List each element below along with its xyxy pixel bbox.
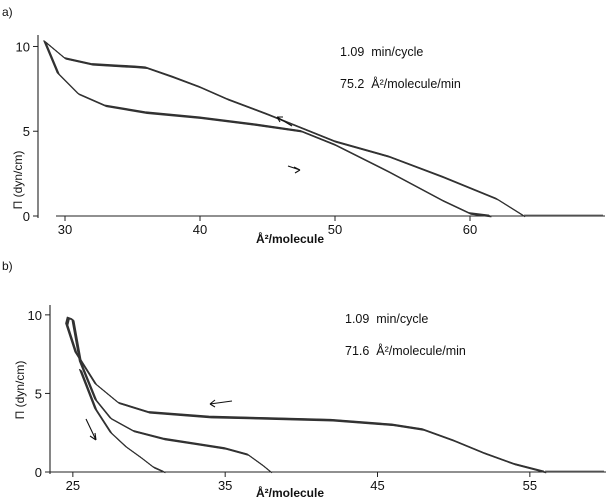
x-tick-label: 50 bbox=[328, 222, 342, 237]
y-tick-label: 0 bbox=[23, 209, 30, 224]
x-tick-label: 40 bbox=[193, 222, 207, 237]
panel-a-expansion-arrow bbox=[287, 165, 301, 174]
isotherm-curve-a-1 bbox=[44, 41, 491, 217]
isotherm-curve-b-2 bbox=[80, 370, 166, 473]
isotherm-curve-a-1 bbox=[45, 42, 492, 218]
panel-b-annotation-cycle: 1.09 min/cycle bbox=[345, 312, 428, 326]
y-tick-label: 10 bbox=[16, 39, 30, 54]
isotherm-curve-b-1 bbox=[73, 320, 272, 473]
panel-b-curves bbox=[65, 316, 604, 474]
isotherm-curve-a-1 bbox=[44, 41, 491, 217]
panel-a-curves bbox=[43, 40, 603, 218]
panel-b-y-axis-label: Π (dyn/cm) bbox=[13, 361, 27, 420]
panel-b-expansion-arrow bbox=[209, 399, 233, 408]
panel-b-annotation-rate: 71.6 Å²/molecule/min bbox=[345, 343, 466, 358]
isotherm-curve-a-1 bbox=[43, 40, 490, 216]
panel-b-x-ticks: 25 35 45 55 bbox=[66, 472, 537, 493]
panel-b-y-ticks: 0 5 10 bbox=[28, 308, 50, 480]
isotherm-curve-b-1 bbox=[72, 319, 271, 473]
panel-a-label: a) bbox=[2, 5, 13, 19]
isotherm-curve-b-2 bbox=[78, 368, 164, 472]
panel-b-x-axis-label: Å²/molecule bbox=[256, 485, 324, 500]
isotherm-curve-b-2 bbox=[79, 369, 165, 473]
isotherm-curve-b-0 bbox=[67, 318, 547, 474]
panel-a-annotation-cycle: 1.09 min/cycle bbox=[340, 45, 423, 59]
panel-b-compression-arrow bbox=[85, 418, 97, 441]
isotherm-curve-b-1 bbox=[71, 318, 271, 472]
isotherm-curve-a-1 bbox=[43, 40, 490, 216]
x-tick-label: 25 bbox=[66, 478, 80, 493]
y-tick-label: 5 bbox=[35, 386, 42, 401]
isotherm-curve-a-1 bbox=[44, 41, 491, 217]
x-tick-label: 30 bbox=[58, 222, 72, 237]
panel-a-compression-arrow bbox=[276, 116, 293, 127]
isotherm-curve-b-1 bbox=[72, 319, 272, 473]
y-tick-label: 0 bbox=[35, 465, 42, 480]
y-tick-label: 5 bbox=[23, 124, 30, 139]
panel-a-x-ticks: 30 40 50 60 bbox=[58, 216, 477, 237]
panel-a-annotation-rate: 75.2 Å²/molecule/min bbox=[340, 76, 461, 91]
x-tick-label: 60 bbox=[463, 222, 477, 237]
panel-a-y-axis-label: Π (dyn/cm) bbox=[11, 151, 25, 210]
isotherm-curve-b-1 bbox=[73, 320, 273, 474]
panel-b-label: b) bbox=[2, 259, 13, 273]
x-tick-label: 35 bbox=[218, 478, 232, 493]
isotherm-curve-b-2 bbox=[79, 369, 164, 472]
isotherm-curve-b-2 bbox=[80, 369, 165, 473]
isotherm-curve-b-1 bbox=[71, 318, 271, 472]
panel-a-x-axis-label: Å²/molecule bbox=[256, 231, 324, 246]
x-tick-label: 45 bbox=[370, 478, 384, 493]
isotherm-curve-a-0 bbox=[45, 41, 526, 218]
y-tick-label: 10 bbox=[28, 308, 42, 323]
isotherm-curve-b-2 bbox=[81, 370, 166, 474]
x-tick-label: 55 bbox=[523, 478, 537, 493]
panel-a-y-ticks: 0 5 10 bbox=[16, 39, 38, 224]
